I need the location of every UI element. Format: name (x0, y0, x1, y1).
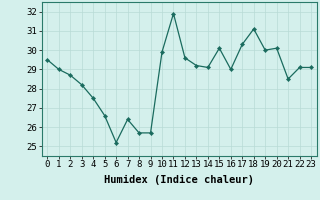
X-axis label: Humidex (Indice chaleur): Humidex (Indice chaleur) (104, 175, 254, 185)
